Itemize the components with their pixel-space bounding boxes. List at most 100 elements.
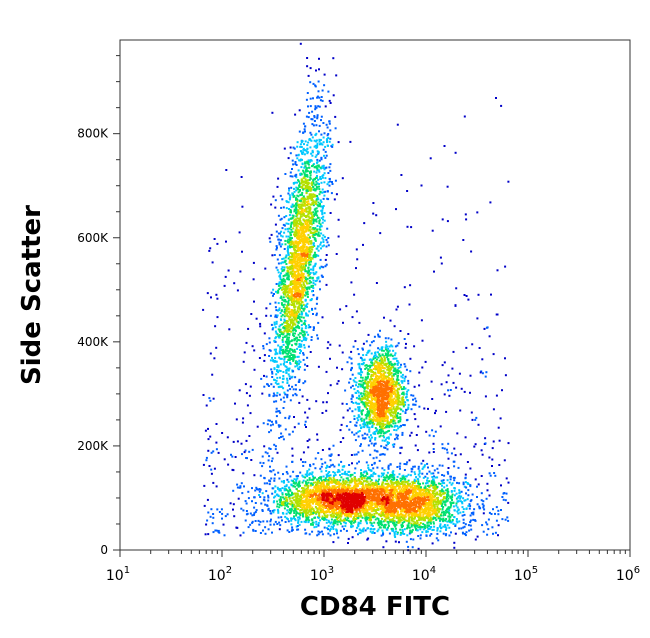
event-dot: [394, 381, 397, 384]
event-dot: [356, 390, 359, 392]
event-dot: [322, 197, 325, 200]
event-dot: [281, 352, 284, 355]
event-dot: [280, 267, 283, 270]
event-dot: [324, 167, 327, 170]
event-dot: [383, 363, 386, 366]
event-dot: [295, 227, 298, 229]
event-dot: [410, 408, 413, 411]
event-dot: [308, 310, 311, 313]
event-dot: [296, 477, 299, 480]
event-dot: [285, 306, 288, 309]
event-dot: [296, 281, 299, 283]
event-dot: [387, 491, 390, 494]
event-dot: [299, 172, 302, 175]
event-dot: [313, 208, 316, 211]
event-dot: [368, 349, 371, 352]
event-dot: [371, 421, 374, 424]
event-dot: [307, 161, 310, 164]
event-dot: [279, 275, 281, 278]
event-dot: [361, 357, 363, 360]
event-dot: [293, 306, 296, 309]
event-dot: [292, 329, 295, 332]
event-dot: [375, 376, 377, 379]
event-dot: [284, 521, 287, 523]
event-dot: [315, 188, 318, 191]
event-dot: [382, 389, 385, 392]
event-dot: [315, 507, 318, 510]
event-dot: [360, 392, 363, 395]
event-dot: [286, 291, 289, 294]
event-dot: [334, 127, 337, 130]
event-dot: [294, 244, 297, 247]
event-dot: [382, 474, 385, 476]
event-dot: [390, 364, 393, 366]
event-dot: [300, 284, 303, 287]
event-dot: [353, 415, 356, 418]
event-dot: [320, 247, 322, 250]
event-dot: [300, 211, 303, 214]
event-dot: [413, 413, 416, 416]
event-dot: [383, 439, 386, 442]
event-dot: [291, 298, 294, 301]
event-dot: [295, 296, 298, 299]
event-dot: [366, 512, 369, 515]
event-dot: [311, 136, 314, 139]
event-dot: [358, 367, 361, 370]
event-dot: [299, 174, 302, 176]
event-dot: [372, 384, 374, 387]
event-dot: [368, 396, 371, 399]
event-dot: [391, 345, 394, 348]
event-dot: [314, 230, 317, 233]
event-dot: [299, 143, 302, 146]
event-dot: [326, 482, 329, 485]
event-dot: [301, 301, 304, 304]
event-dot: [370, 375, 373, 378]
event-dot: [366, 426, 369, 429]
event-dot: [270, 233, 273, 236]
event-dot: [292, 269, 295, 271]
event-dot: [400, 363, 402, 366]
event-dot: [367, 375, 369, 378]
event-dot: [386, 415, 389, 418]
event-dot: [353, 472, 356, 474]
event-dot: [378, 431, 381, 434]
event-dot: [370, 396, 373, 399]
event-dot: [395, 508, 398, 511]
event-dot: [390, 386, 393, 389]
event-dot: [382, 375, 385, 377]
event-dot: [296, 200, 299, 203]
event-dot: [361, 528, 364, 531]
event-dot: [299, 361, 302, 363]
event-dot: [291, 493, 294, 496]
event-dot: [337, 235, 340, 238]
event-dot: [383, 436, 386, 439]
event-dot: [381, 439, 384, 442]
event-dot: [276, 369, 278, 372]
event-dot: [376, 394, 378, 397]
event-dot: [316, 169, 319, 172]
event-dot: [294, 224, 297, 227]
event-dot: [276, 365, 279, 368]
event-dot: [297, 204, 299, 207]
event-dot: [298, 288, 301, 291]
event-dot: [295, 186, 298, 189]
event-dot: [300, 259, 303, 262]
event-dot: [378, 502, 381, 505]
event-dot: [271, 457, 274, 460]
event-dot: [297, 219, 300, 222]
event-dot: [330, 525, 333, 528]
event-dot: [295, 292, 298, 295]
event-dot: [365, 511, 368, 514]
event-dot: [363, 390, 366, 393]
event-dot: [393, 354, 396, 357]
event-dot: [357, 414, 360, 417]
event-dot: [309, 253, 312, 256]
event-dot: [403, 403, 405, 406]
event-dot: [300, 181, 303, 184]
event-dot: [307, 271, 310, 273]
event-dot: [371, 436, 373, 439]
event-dot: [414, 444, 417, 447]
event-dot: [311, 154, 314, 157]
event-dot: [399, 386, 402, 389]
event-dot: [375, 378, 378, 381]
